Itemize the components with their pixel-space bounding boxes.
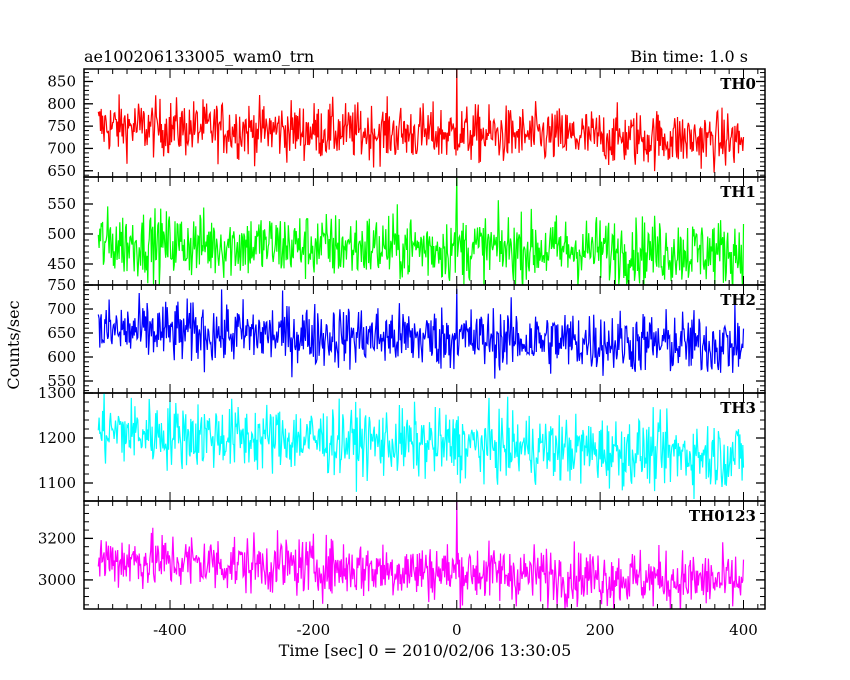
x-tick-label: 200 [586,621,615,639]
y-tick-label: 650 [47,324,76,342]
x-axis-title: Time [sec] 0 = 2010/02/06 13:30:05 [279,641,572,660]
series-line-th3 [97,393,745,500]
panel-th0: 650 700 750 800 850 TH0 [47,68,766,180]
x-tick-label: 400 [729,621,758,639]
y-tick-label: 750 [47,117,76,135]
chart-title-left: ae100206133005_wam0_trn [84,47,314,66]
panel-th0123: 3000 3200 TH0123 [38,500,766,610]
y-tick-label: 500 [47,225,76,243]
y-tick-label: 550 [47,195,76,213]
panel-th1: 450 500 550 TH1 [47,176,766,286]
series-label-th0123: TH0123 [689,507,756,525]
y-tick-label: 1200 [38,429,76,447]
series-line-th0 [97,69,745,173]
y-tick-label: 1100 [38,474,76,492]
y-tick-label: 750 [47,276,76,294]
y-tick-label: 1300 [38,384,76,402]
panels-group: 650 700 750 800 850 TH0 450 500 550 TH1 550 600 650 7… [38,68,766,610]
y-axis-title: Counts/sec [4,300,23,389]
series-label-th3: TH3 [720,399,756,417]
y-tick-label: 600 [47,348,76,366]
panel-frame [83,68,766,178]
panel-th2: 550 600 650 700 750 TH2 [47,276,766,394]
y-tick-label: 700 [47,300,76,318]
x-tick-label: -400 [153,621,187,639]
x-axis-ticks: -400 -200 0 200 400 [153,621,758,639]
y-tick-label: 450 [47,255,76,273]
y-tick-label: 850 [47,72,76,90]
x-tick-label: 0 [452,621,462,639]
series-label-th2: TH2 [720,291,756,309]
series-line-th1 [97,177,745,285]
y-tick-label: 700 [47,139,76,157]
x-tick-label: -200 [297,621,331,639]
series-line-th0123 [97,501,745,609]
panel-th3: 1100 1200 1300 TH3 [38,384,766,502]
series-label-th0: TH0 [720,75,756,93]
y-tick-label: 550 [47,372,76,390]
y-tick-label: 3000 [38,571,76,589]
series-label-th1: TH1 [720,183,756,201]
y-tick-label: 3200 [38,529,76,547]
series-line-th2 [97,288,745,379]
chart-title-right: Bin time: 1.0 s [630,47,748,66]
y-tick-label: 650 [47,162,76,180]
y-tick-label: 800 [47,95,76,113]
